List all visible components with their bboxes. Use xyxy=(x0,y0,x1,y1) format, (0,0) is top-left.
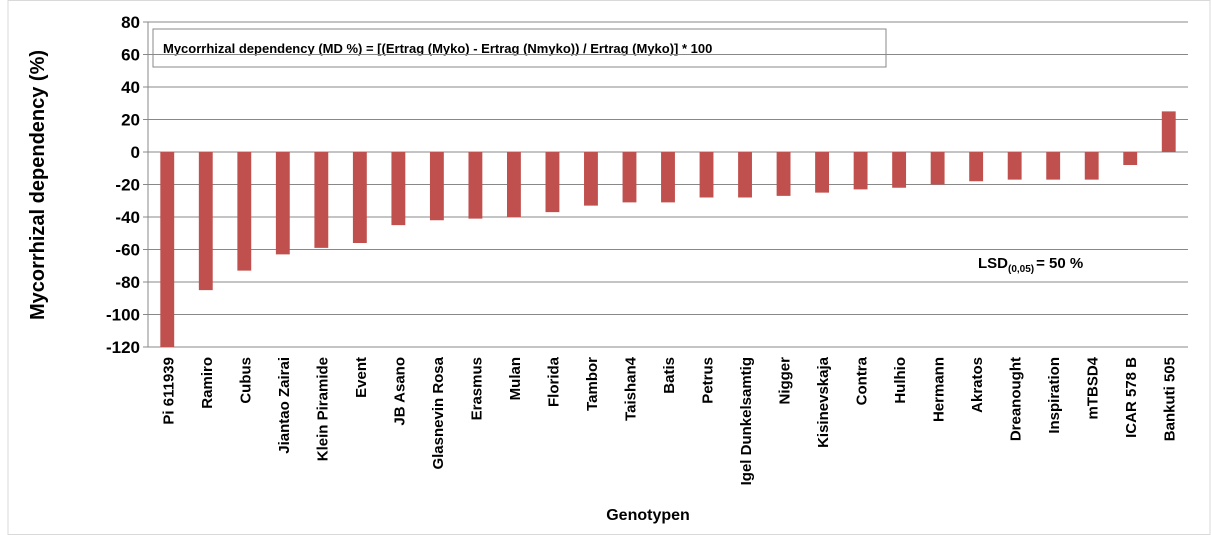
lsd-label: LSD(0,05) = 50 % xyxy=(978,255,1083,275)
y-tick-label: -100 xyxy=(106,306,140,325)
bar xyxy=(892,152,907,188)
x-tick-label: Hermann xyxy=(931,357,948,422)
bar xyxy=(969,152,984,182)
x-tick-label: ICAR 578 B xyxy=(1123,357,1140,438)
y-tick-label: -40 xyxy=(115,208,140,227)
x-tick-label: Petrus xyxy=(700,357,717,404)
bar xyxy=(584,152,598,206)
bar xyxy=(1161,111,1176,152)
x-tick-label: Contra xyxy=(854,356,871,405)
bar xyxy=(815,152,830,193)
bar xyxy=(160,152,175,347)
x-tick-label: Dreanought xyxy=(1008,357,1025,441)
bar xyxy=(930,152,945,185)
y-tick-label: 20 xyxy=(121,111,140,130)
x-tick-label: Taishan4 xyxy=(622,356,639,421)
bar xyxy=(429,152,444,221)
bar xyxy=(661,152,675,203)
y-tick-label: 60 xyxy=(121,46,140,65)
x-tick-label: Glasnevin Rosa xyxy=(430,356,447,469)
x-tick-label: Mulan xyxy=(507,357,524,400)
y-tick-label: -120 xyxy=(106,338,140,357)
x-tick-label: mTBSD4 xyxy=(1085,356,1102,419)
bar xyxy=(506,152,521,217)
bar xyxy=(1046,152,1061,180)
bar xyxy=(1084,152,1099,180)
bar xyxy=(198,152,213,291)
bar xyxy=(622,152,637,203)
bar xyxy=(237,152,252,271)
bar xyxy=(1007,152,1022,180)
formula-box xyxy=(152,28,887,68)
x-tick-label: Ramiro xyxy=(199,357,216,409)
bar xyxy=(776,152,791,196)
x-tick-label: Florida xyxy=(545,356,562,407)
x-tick-label: Klein Piramide xyxy=(314,357,331,461)
x-tick-label: Event xyxy=(353,357,370,398)
bar xyxy=(314,152,329,248)
bar xyxy=(545,152,560,213)
y-axis-label: Mycorrhizal dependency (%) xyxy=(27,50,49,320)
x-tick-label: Tambor xyxy=(584,357,601,411)
bar xyxy=(738,152,752,198)
x-tick-label: JB Asano xyxy=(391,357,408,426)
x-tick-label: Hulhio xyxy=(892,357,909,404)
x-tick-label: Cubus xyxy=(237,357,254,404)
bar xyxy=(352,152,367,243)
y-tick-label: 0 xyxy=(131,143,140,162)
bar xyxy=(699,152,714,198)
x-tick-label: Inspiration xyxy=(1046,357,1063,434)
y-tick-label: 80 xyxy=(121,13,140,32)
x-tick-label: Jiantao Zairai xyxy=(276,357,293,454)
formula: Mycorrhizal dependency (MD %) = [(Ertrag… xyxy=(163,41,712,56)
bar xyxy=(468,152,483,219)
x-axis-label: Genotypen xyxy=(606,507,690,524)
bar xyxy=(391,152,406,226)
bar xyxy=(853,152,868,190)
x-tick-label: Batis xyxy=(661,357,678,394)
x-tick-label: Bankuti 505 xyxy=(1162,357,1179,441)
x-tick-label: Igel Dunkelsamtig xyxy=(738,357,755,485)
y-tick-label: -80 xyxy=(115,273,140,292)
y-tick-label: -20 xyxy=(115,176,140,195)
x-tick-label: Kisinevskaja xyxy=(815,356,832,448)
x-tick-label: Erasmus xyxy=(468,357,485,420)
x-tick-label: Akratos xyxy=(969,357,986,413)
bar xyxy=(1123,152,1138,165)
x-tick-label: Nigger xyxy=(777,357,794,405)
y-tick-label: -60 xyxy=(115,241,140,260)
x-tick-label: Pi 611939 xyxy=(160,357,177,425)
bar xyxy=(275,152,290,255)
y-tick-label: 40 xyxy=(121,78,140,97)
